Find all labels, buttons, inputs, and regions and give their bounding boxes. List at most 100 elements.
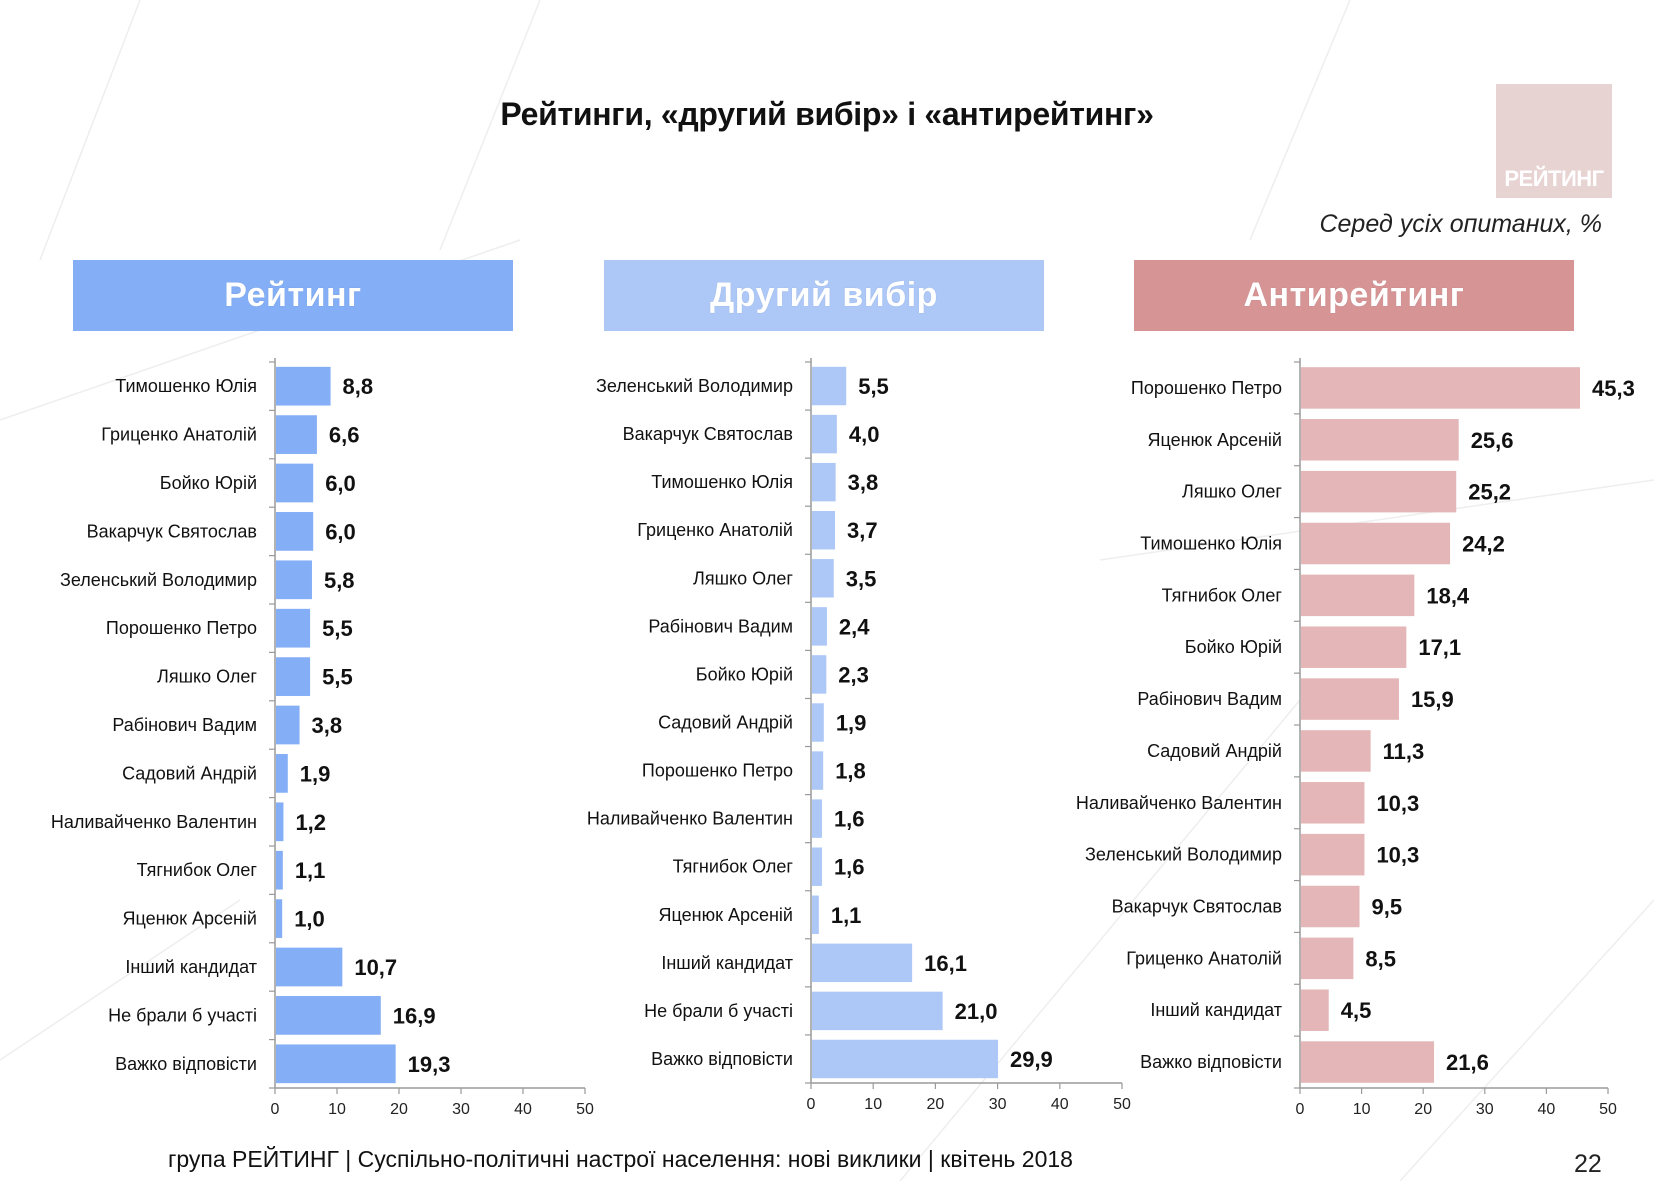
- category-label: Бойко Юрій: [1185, 637, 1282, 657]
- category-label: Гриценко Анатолій: [101, 425, 257, 445]
- data-label: 11,3: [1383, 739, 1425, 764]
- category-label: Вакарчук Святослав: [87, 521, 257, 541]
- x-tick-label: 40: [1051, 1096, 1069, 1113]
- bar: [812, 991, 943, 1031]
- bar: [1301, 626, 1407, 668]
- x-tick-label: 10: [328, 1101, 346, 1118]
- bar: [276, 512, 314, 551]
- bar: [812, 414, 837, 454]
- data-label: 29,9: [1010, 1047, 1053, 1072]
- data-label: 18,4: [1426, 583, 1470, 608]
- data-label: 10,3: [1376, 843, 1419, 868]
- category-label: Інший кандидат: [661, 953, 793, 973]
- x-tick-label: 20: [927, 1096, 945, 1113]
- x-tick-label: 0: [807, 1096, 816, 1113]
- page-number: 22: [1574, 1150, 1602, 1178]
- chart-second: 0 10 20 30 40 50 Зеленський Володимир 5,5 Вакарч…: [587, 358, 1131, 1113]
- data-label: 45,3: [1592, 376, 1635, 401]
- data-label: 1,6: [834, 807, 865, 832]
- data-label: 3,5: [846, 566, 877, 591]
- bar: [812, 462, 836, 502]
- category-label: Рабінович Вадим: [112, 715, 257, 735]
- data-label: 2,4: [839, 614, 870, 639]
- category-label: Ляшко Олег: [693, 568, 793, 588]
- bar: [276, 608, 311, 648]
- data-label: 1,8: [835, 759, 866, 784]
- data-label: 4,0: [849, 422, 880, 447]
- page-title: Рейтинги, «другий вибір» і «антирейтинг»: [500, 96, 1154, 132]
- data-label: 8,5: [1365, 946, 1396, 971]
- category-label: Садовий Андрій: [122, 763, 257, 783]
- x-tick-label: 30: [989, 1096, 1007, 1113]
- data-label: 6,0: [325, 519, 356, 544]
- data-label: 4,5: [1341, 998, 1372, 1023]
- category-label: Гриценко Анатолій: [1126, 948, 1282, 968]
- category-label: Важко відповісти: [115, 1054, 257, 1074]
- chart-rating: 0 10 20 30 40 50 Тимошенко Юлія 8,8 Гриценко Ана…: [51, 358, 594, 1118]
- bar: [812, 366, 847, 406]
- bar: [276, 463, 314, 503]
- x-tick-label: 10: [864, 1096, 882, 1113]
- x-tick-label: 0: [271, 1101, 280, 1118]
- category-label: Порошенко Петро: [642, 761, 793, 781]
- category-label: Не брали б участі: [108, 1005, 257, 1025]
- category-label: Наливайченко Валентин: [587, 809, 793, 829]
- bar: [812, 751, 824, 790]
- brand-logo-text: РЕЙТИНГ: [1504, 166, 1604, 191]
- bar: [812, 943, 913, 983]
- category-label: Зеленський Володимир: [1085, 845, 1282, 865]
- bar: [276, 996, 381, 1035]
- x-tick-label: 20: [1414, 1101, 1432, 1118]
- category-label: Інший кандидат: [125, 957, 257, 977]
- category-label: Наливайченко Валентин: [1076, 793, 1282, 813]
- bar: [276, 657, 311, 696]
- x-tick-label: 50: [1599, 1101, 1617, 1118]
- bar: [812, 511, 836, 550]
- category-label: Важко відповісти: [651, 1049, 793, 1069]
- bar: [812, 607, 827, 646]
- data-label: 8,8: [343, 374, 374, 399]
- bar: [1301, 782, 1365, 824]
- category-label: Тимошенко Юлія: [1140, 534, 1282, 554]
- bar: [1301, 522, 1451, 565]
- data-label: 1,9: [836, 711, 867, 736]
- category-label: Яценюк Арсеній: [123, 909, 257, 929]
- category-label: Тягнибок Олег: [137, 860, 258, 880]
- category-label: Наливайченко Валентин: [51, 812, 257, 832]
- data-label: 16,9: [393, 1003, 436, 1028]
- category-label: Інший кандидат: [1150, 1000, 1282, 1020]
- data-label: 1,1: [831, 903, 862, 928]
- data-label: 10,3: [1376, 791, 1419, 816]
- x-tick-label: 0: [1296, 1101, 1305, 1118]
- header-second-choice: Другий вибір: [604, 260, 1044, 331]
- bar: [812, 655, 827, 694]
- bar: [276, 899, 283, 938]
- bar: [276, 1044, 396, 1084]
- bar: [276, 366, 331, 406]
- bar: [1301, 367, 1581, 409]
- footer: група РЕЙТИНГ | Суспільно-політичні наст…: [168, 1146, 1073, 1172]
- data-label: 25,2: [1468, 480, 1511, 505]
- brand-logo: РЕЙТИНГ: [1496, 84, 1612, 198]
- category-label: Яценюк Арсеній: [1148, 430, 1282, 450]
- x-tick-label: 30: [1476, 1101, 1494, 1118]
- data-label: 3,8: [312, 713, 343, 738]
- data-label: 1,2: [295, 810, 326, 835]
- bar: [276, 947, 343, 987]
- data-label: 1,0: [294, 907, 325, 932]
- category-label: Вакарчук Святослав: [623, 424, 793, 444]
- data-label: 5,5: [858, 374, 889, 399]
- bar: [812, 559, 834, 598]
- bar: [276, 754, 288, 793]
- category-label: Тимошенко Юлія: [115, 376, 257, 396]
- category-label: Тягнибок Олег: [673, 857, 794, 877]
- bar: [276, 802, 284, 842]
- data-label: 1,1: [295, 858, 326, 883]
- data-label: 10,7: [354, 955, 397, 980]
- data-label: 1,9: [300, 761, 331, 786]
- category-label: Бойко Юрій: [696, 664, 793, 684]
- data-label: 2,3: [838, 662, 869, 687]
- bar: [1301, 419, 1459, 461]
- x-tick-label: 10: [1353, 1101, 1371, 1118]
